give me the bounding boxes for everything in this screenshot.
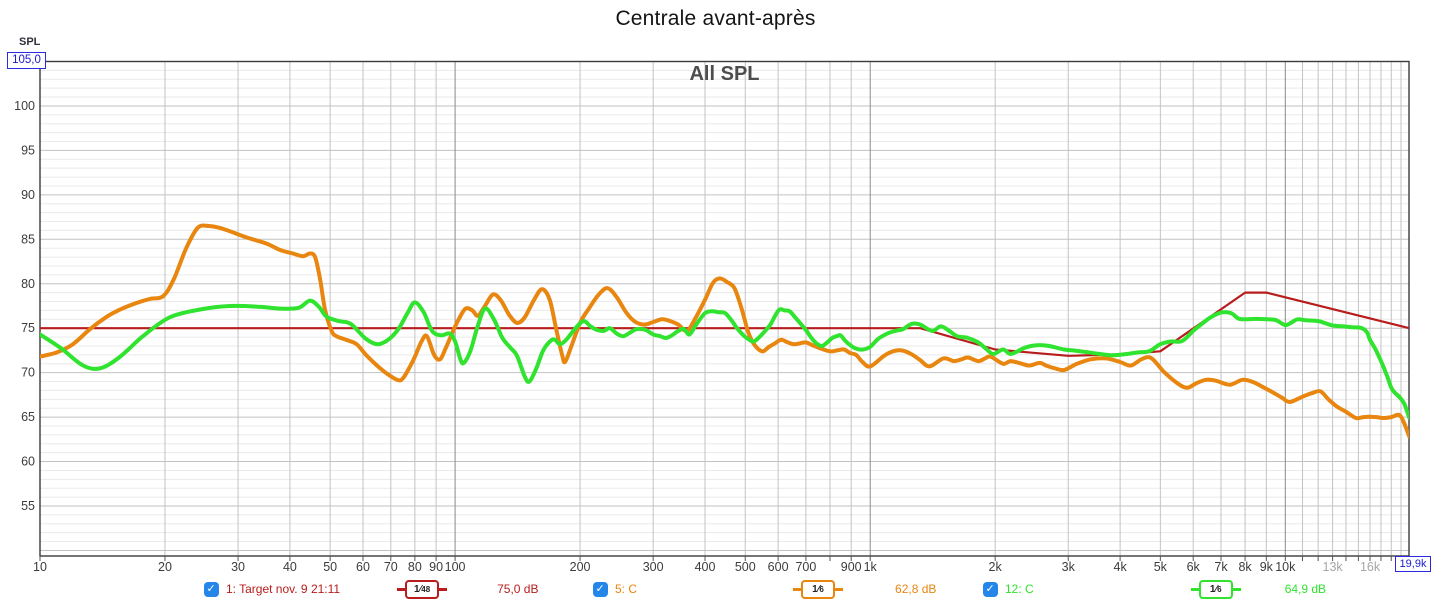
y-tick-label: 70 — [21, 366, 35, 380]
smoothing-icon[interactable]: 148 — [397, 579, 448, 599]
axis-labels: 10 20 30 40 50 60 70 80 90 100 200 300 400 500 600 700 9… — [14, 99, 1381, 574]
x-tick-label: 200 — [570, 560, 591, 574]
legend-bar: 1: Target nov. 9 21:11 148 75,0 dB 5: C … — [0, 578, 1431, 602]
x-tick-label: 4k — [1114, 560, 1128, 574]
x-tick-label: 7k — [1214, 560, 1228, 574]
x-tick-label: 6k — [1187, 560, 1201, 574]
x-tick-label: 1k — [864, 560, 878, 574]
traces — [40, 223, 1409, 439]
x-tick-label: 5k — [1154, 560, 1168, 574]
smoothing-icon[interactable]: 16 — [1190, 579, 1241, 599]
x-tick-label: 80 — [408, 560, 422, 574]
cursor-level-value: 64,9 dB — [1284, 582, 1327, 596]
x-tick-label: 900 — [841, 560, 862, 574]
trace-2 — [40, 298, 1409, 420]
x-tick-label: 700 — [795, 560, 816, 574]
x-tick-label: 50 — [323, 560, 337, 574]
x-tick-label: 70 — [384, 560, 398, 574]
x-tick-label: 8k — [1238, 560, 1252, 574]
x-tick-label: 300 — [643, 560, 664, 574]
x-tick-label: 500 — [735, 560, 756, 574]
axis-ticks — [39, 556, 1410, 561]
legend-entry-before: 5: C 16 62,8 dB — [593, 578, 936, 600]
y-tick-label: 65 — [21, 410, 35, 424]
x-axis-right-limit-field[interactable]: 19,9k — [1395, 556, 1431, 572]
x-tick-label: 400 — [695, 560, 716, 574]
y-tick-label: 80 — [21, 277, 35, 291]
x-tick-label: 90 — [429, 560, 443, 574]
y-axis-name: SPL — [19, 36, 41, 48]
x-tick-label: 100 — [445, 560, 466, 574]
measurement-name[interactable]: 12: C — [1005, 582, 1034, 596]
checkbox-checked-icon[interactable] — [593, 581, 608, 597]
trace-1 — [40, 223, 1409, 439]
y-tick-label: 95 — [21, 143, 35, 157]
graph-title: All SPL — [689, 63, 760, 85]
legend-entry-target: 1: Target nov. 9 21:11 148 75,0 dB — [204, 578, 538, 600]
y-tick-label: 75 — [21, 321, 35, 335]
y-tick-label: 100 — [14, 99, 35, 113]
x-tick-label: 20 — [158, 560, 172, 574]
x-tick-label: 60 — [356, 560, 370, 574]
x-tick-label: 10 — [33, 560, 47, 574]
x-tick-label: 30 — [231, 560, 245, 574]
y-tick-label: 90 — [21, 188, 35, 202]
measurement-name[interactable]: 5: C — [615, 582, 638, 596]
x-tick-label: 3k — [1062, 560, 1076, 574]
x-tick-label: 16k — [1360, 560, 1381, 574]
y-tick-label: 85 — [21, 232, 35, 246]
y-axis-top-limit-field[interactable]: 105,0 — [7, 52, 46, 69]
smoothing-icon[interactable]: 16 — [793, 579, 844, 599]
gridlines — [39, 60, 1410, 557]
cursor-level-value: 75,0 dB — [497, 582, 539, 596]
x-tick-label: 600 — [768, 560, 789, 574]
window-title: Centrale avant-après — [615, 7, 816, 30]
checkbox-checked-icon[interactable] — [204, 581, 219, 597]
x-tick-label: 10k — [1275, 560, 1296, 574]
legend-entry-after: 12: C 16 64,9 dB — [983, 578, 1326, 600]
cursor-level-value: 62,8 dB — [895, 582, 937, 596]
y-tick-label: 55 — [21, 499, 35, 513]
checkbox-checked-icon[interactable] — [983, 581, 998, 597]
x-tick-label: 9k — [1260, 560, 1274, 574]
y-tick-label: 60 — [21, 455, 35, 469]
x-tick-label: 2k — [989, 560, 1003, 574]
x-tick-label: 13k — [1323, 560, 1344, 574]
measurement-name[interactable]: 1: Target nov. 9 21:11 — [226, 582, 341, 596]
x-tick-label: 40 — [283, 560, 297, 574]
